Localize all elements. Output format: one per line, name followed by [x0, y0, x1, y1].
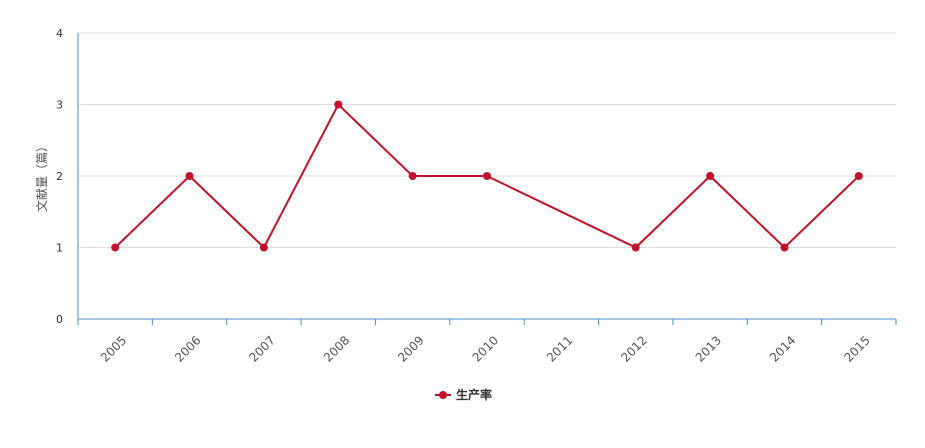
x-tick-label: 2012 — [618, 333, 649, 364]
data-point — [259, 243, 268, 252]
series-line — [111, 100, 863, 252]
series-line-path — [114, 102, 860, 250]
x-tick-label: 2011 — [544, 333, 575, 364]
x-tick-label: 2015 — [841, 333, 872, 364]
data-point — [111, 243, 120, 252]
y-tick-label: 2 — [56, 170, 63, 183]
x-tick-label: 2007 — [247, 333, 278, 364]
axes — [77, 33, 897, 325]
x-tick-label: 2014 — [767, 333, 798, 364]
data-point — [185, 172, 194, 180]
data-point — [631, 243, 640, 252]
y-tick-label: 0 — [56, 313, 63, 326]
data-point — [780, 243, 789, 252]
x-tick-label: 2009 — [395, 333, 426, 364]
legend-marker-icon — [439, 391, 447, 399]
y-tick-label: 4 — [56, 27, 63, 40]
data-point — [334, 100, 343, 109]
x-tick-label: 2006 — [172, 333, 203, 364]
y-tick-labels: 0 1 2 3 4 — [56, 27, 63, 326]
x-tick-label: 2013 — [693, 333, 724, 364]
y-axis-label: 文献量（篇） — [34, 140, 49, 212]
x-tick-label: 2008 — [321, 333, 352, 364]
y-tick-label: 3 — [56, 99, 63, 112]
data-point — [854, 172, 863, 180]
x-tick-label: 2010 — [470, 333, 501, 364]
x-tick-label: 2005 — [98, 333, 129, 364]
data-point — [706, 172, 715, 180]
y-tick-label: 1 — [56, 242, 63, 255]
grid-lines — [78, 32, 896, 248]
data-point — [483, 172, 491, 180]
data-point — [408, 172, 417, 180]
legend[interactable]: 生产率 — [435, 387, 492, 402]
legend-label: 生产率 — [456, 387, 492, 402]
x-tick-labels: 2005 2006 2007 2008 2009 2010 2011 2012 2013 2014… — [98, 333, 873, 364]
